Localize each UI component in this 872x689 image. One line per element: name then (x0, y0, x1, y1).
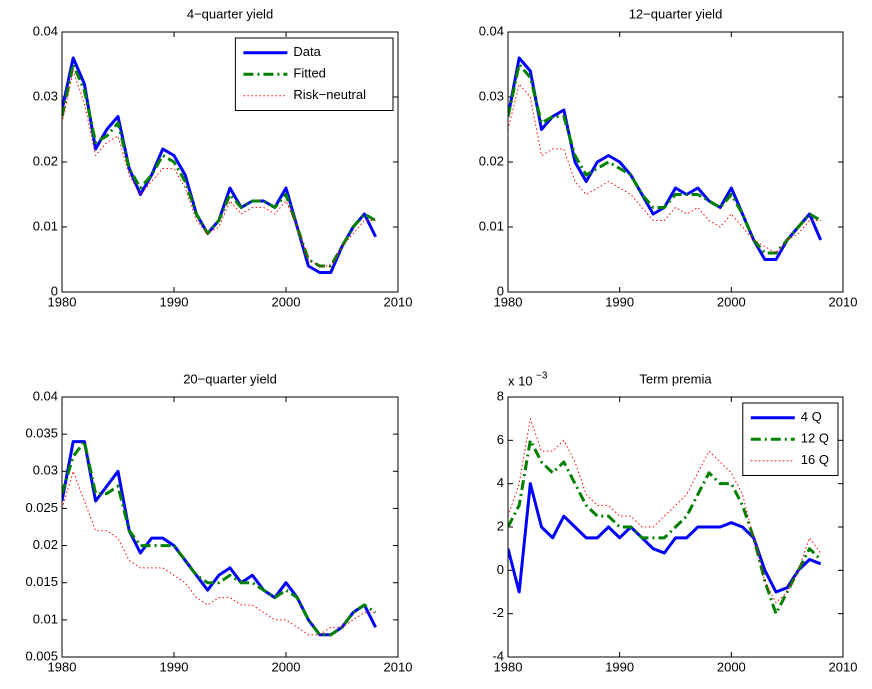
panel: 12−quarter yield 1980 1990 2000 2010 0 0.01 0.0… (479, 6, 858, 309)
series-line (508, 418, 822, 604)
y-tick-label: 0.025 (25, 500, 58, 515)
panel: 4−quarter yield 1980 1990 2000 2010 0 0.01 0.02… (33, 6, 413, 309)
y-tick-label: 0 (51, 283, 58, 298)
x-tick-label: 1990 (160, 659, 189, 674)
chart-title: Term premia (639, 371, 712, 386)
y-tick-label: 6 (497, 432, 504, 447)
y-tick-label: 8 (497, 388, 504, 403)
plot-area (62, 397, 398, 657)
lines (62, 56, 377, 274)
plot-area (508, 32, 843, 292)
legend-label: Fitted (293, 66, 326, 81)
y-tick-label: 0.03 (33, 463, 58, 478)
y-tick-label: 0.02 (479, 153, 504, 168)
series-line (508, 438, 822, 616)
legend: 4 Q 12 Q 16 Q (742, 402, 839, 476)
y-tick-label: 0.04 (33, 388, 58, 403)
y-tick-label: 0.03 (479, 88, 504, 103)
y-tick-label: 0.02 (33, 537, 58, 552)
chart-title: 4−quarter yield (187, 6, 273, 21)
legend-box (234, 37, 394, 111)
x-tick-label: 2000 (272, 659, 301, 674)
lines (508, 418, 822, 616)
y-tick-label: 0.01 (479, 218, 504, 233)
legend-label: Data (293, 44, 321, 59)
y-tick-label: 0.04 (33, 23, 58, 38)
y-scale-exponent: −3 (536, 371, 548, 382)
series-line (62, 63, 377, 268)
x-tick-label: 1990 (605, 294, 634, 309)
legend-label: 4 Q (801, 409, 822, 424)
axes-box (61, 31, 399, 293)
x-tick-label: 2000 (272, 294, 301, 309)
y-tick-label: 0.04 (479, 23, 504, 38)
y-tick-label: 0.015 (25, 574, 58, 589)
axes-box (507, 31, 844, 293)
x-tick-label: 2010 (384, 659, 413, 674)
y-tick-label: 0 (497, 562, 504, 577)
series-line (508, 83, 821, 254)
legend-label: Risk−neutral (293, 87, 366, 102)
y-tick-label: 0 (497, 283, 504, 298)
x-tick-label: 2010 (829, 659, 858, 674)
y-tick-label: 2 (497, 518, 504, 533)
y-tick-label: 0.01 (33, 218, 58, 233)
axes-box (507, 396, 844, 658)
x-tick-label: 1980 (48, 659, 77, 674)
x-tick-label: 1990 (160, 294, 189, 309)
series-line (508, 63, 822, 255)
chart-title: 12−quarter yield (629, 6, 723, 21)
y-tick-label: -2 (492, 605, 504, 620)
legend: Data Fitted Risk−neutral (234, 37, 394, 111)
series-line (508, 482, 822, 594)
y-tick-label: 0.03 (33, 88, 58, 103)
axes-box (61, 396, 399, 658)
chart-title: 20−quarter yield (183, 371, 277, 386)
x-tick-label: 2010 (384, 294, 413, 309)
x-tick-label: 1990 (605, 659, 634, 674)
x-tick-label: 1980 (48, 294, 77, 309)
panel: 20−quarter yield 1980 1990 2000 2010 0.005 0.0… (25, 371, 412, 674)
y-tick-label: 0.005 (25, 648, 58, 663)
y-tick-label: 4 (497, 475, 504, 490)
y-tick-label: 0.035 (25, 426, 58, 441)
x-tick-label: 2000 (717, 294, 746, 309)
lines (508, 56, 823, 261)
y-tick-label: 0.02 (33, 153, 58, 168)
series-line (62, 440, 377, 637)
y-tick-label: 0.01 (33, 611, 58, 626)
legend-label: 16 Q (801, 452, 829, 467)
panel: Term premia x 10 −3 1980 1990 2000 2010 -4 -2 0 2 4… (492, 371, 857, 675)
x-tick-label: 2010 (829, 294, 858, 309)
x-tick-label: 1980 (494, 659, 523, 674)
x-tick-label: 2000 (717, 659, 746, 674)
y-scale-label: x 10 (508, 373, 533, 388)
y-tick-label: -4 (492, 648, 504, 663)
x-tick-label: 1980 (494, 294, 523, 309)
lines (62, 440, 377, 637)
legend-label: 12 Q (801, 431, 829, 446)
series-line (62, 470, 376, 636)
